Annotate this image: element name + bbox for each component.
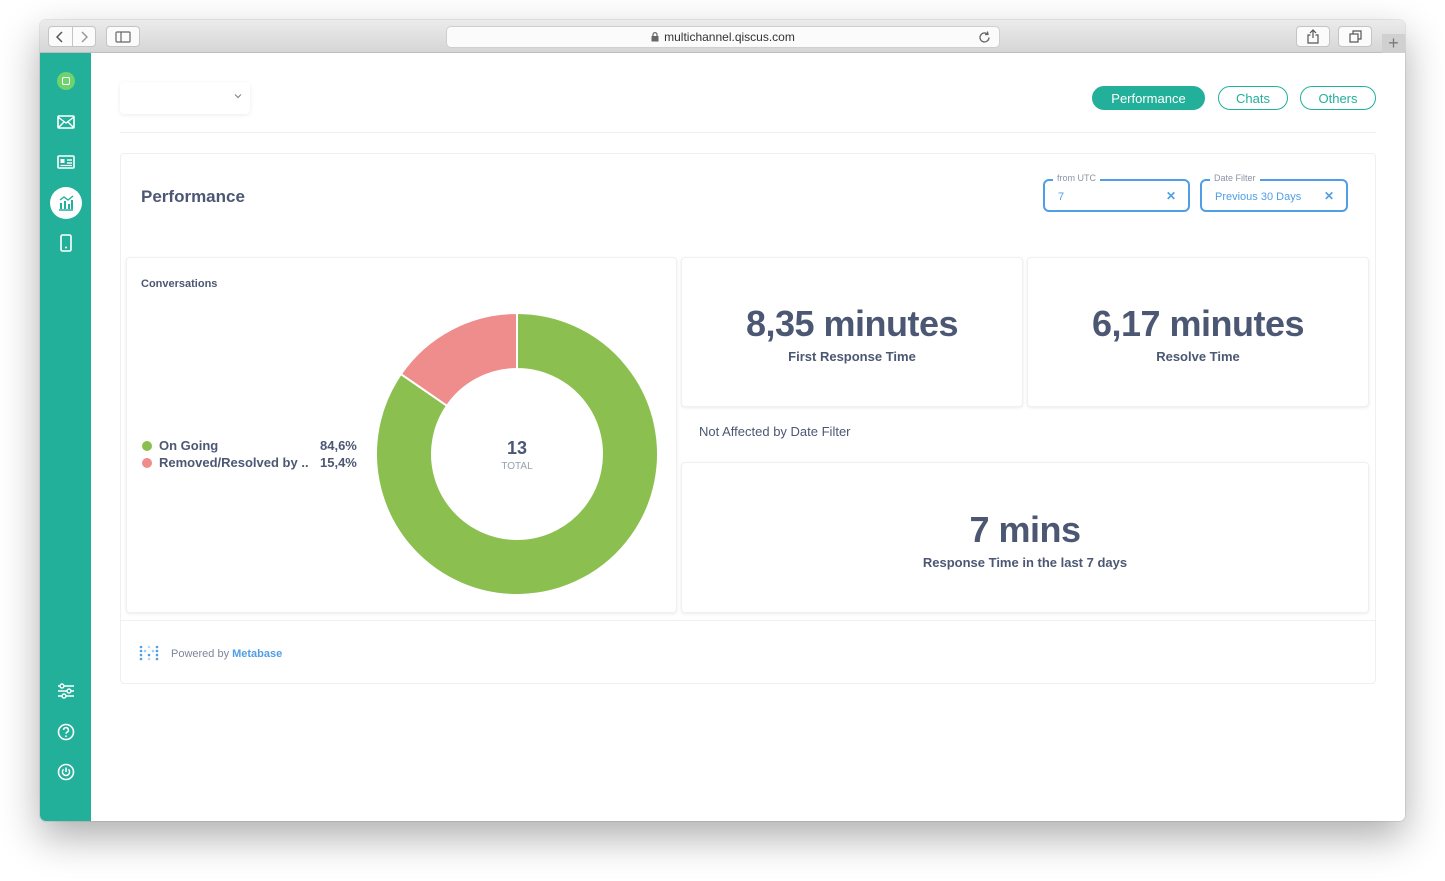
metabase-logo-icon [139, 645, 159, 661]
tab-others[interactable]: Others [1300, 86, 1376, 110]
legend-percent: 84,6% [320, 438, 357, 453]
contacts-icon [57, 155, 75, 169]
donut-center: 13 TOTAL [460, 438, 574, 472]
lock-icon [651, 32, 659, 42]
legend-label: On Going [159, 438, 219, 453]
header-divider [120, 132, 1376, 133]
chart-legend: On Going 84,6% Removed/Resolved by ... 1… [142, 438, 362, 472]
filter-label: Date Filter [1210, 173, 1260, 183]
tabs-icon [1348, 30, 1362, 43]
url-text: multichannel.qiscus.com [664, 30, 795, 44]
sidebar-item-help[interactable] [50, 716, 82, 748]
conversations-card: Conversations On Going 84,6% Removed/Res… [126, 257, 677, 613]
browser-titlebar: multichannel.qiscus.com + [40, 20, 1405, 53]
metric-label: Response Time in the last 7 days [922, 555, 1128, 570]
clear-filter-icon[interactable]: ✕ [1165, 189, 1176, 203]
metric-value: 8,35 minutes [745, 303, 959, 344]
sidebar-item-contacts[interactable] [50, 146, 82, 178]
powered-by: Powered by Metabase [139, 645, 282, 663]
legend-label: Removed/Resolved by ... [159, 455, 309, 470]
filter-value: Previous 30 Days [1215, 191, 1302, 203]
mobile-icon [60, 234, 72, 252]
sidebar-item-inbox[interactable] [50, 106, 82, 138]
footer-divider [121, 620, 1375, 621]
tab-performance[interactable]: Performance [1092, 86, 1205, 110]
dashboard-title: Performance [141, 187, 245, 206]
metric-label: First Response Time [788, 349, 916, 364]
sidebar-item-mobile[interactable] [50, 227, 82, 259]
app-sidebar [40, 53, 91, 821]
filter-value: 7 [1058, 191, 1065, 203]
donut-total: 13 [506, 438, 528, 458]
clear-filter-icon[interactable]: ✕ [1323, 189, 1334, 203]
sidebar-icon [115, 30, 131, 43]
donut-slice-0[interactable] [375, 312, 659, 596]
new-tab-button[interactable]: + [1382, 34, 1405, 53]
metric-label: Resolve Time [1156, 349, 1240, 364]
settings-sliders-icon [58, 683, 74, 699]
donut-slice-1[interactable] [399, 312, 518, 408]
back-button[interactable] [49, 27, 72, 46]
chevron-right-icon [81, 30, 88, 43]
powered-by-text: Powered by [171, 648, 230, 660]
legend-item[interactable]: On Going 84,6% [142, 438, 362, 455]
last-7-days-card: 7 mins Response Time in the last 7 days [681, 462, 1369, 613]
show-tabs-button[interactable] [1338, 26, 1372, 47]
channel-select[interactable] [120, 82, 250, 114]
metric: 7 mins Response Time in the last 7 days [682, 509, 1368, 570]
browser-window: multichannel.qiscus.com + [40, 20, 1405, 821]
help-icon [57, 723, 75, 741]
donut-total-label: TOTAL [501, 461, 533, 472]
share-icon [1307, 29, 1319, 44]
card-title: Conversations [141, 278, 218, 290]
metric: 8,35 minutes First Response Time [682, 303, 1022, 364]
reload-icon[interactable] [978, 30, 991, 44]
filter-date[interactable]: Date Filter Previous 30 Days ✕ [1200, 173, 1348, 212]
date-filter-note: Not Affected by Date Filter [699, 424, 851, 439]
plus-icon: + [1388, 33, 1399, 53]
sidebar-logo[interactable] [50, 65, 82, 97]
metric-value: 7 mins [969, 509, 1081, 550]
chevron-down-icon [234, 94, 242, 99]
filter-label: from UTC [1053, 173, 1100, 183]
forward-button[interactable] [71, 27, 95, 46]
tab-chats[interactable]: Chats [1218, 86, 1288, 110]
metric-value: 6,17 minutes [1091, 303, 1305, 344]
inbox-icon [57, 115, 75, 129]
address-bar[interactable]: multichannel.qiscus.com [446, 26, 1000, 48]
metabase-link[interactable]: Metabase [232, 648, 283, 660]
metabase-dashboard: Performance from UTC 7 ✕ Date Filter Pre… [120, 153, 1376, 684]
resolve-time-card: 6,17 minutes Resolve Time [1027, 257, 1369, 407]
first-response-card: 8,35 minutes First Response Time [681, 257, 1023, 407]
analytics-icon [59, 195, 74, 211]
metric: 6,17 minutes Resolve Time [1028, 303, 1368, 364]
filter-from-utc[interactable]: from UTC 7 ✕ [1043, 173, 1190, 212]
logo-icon [57, 72, 75, 90]
donut-chart [375, 312, 659, 596]
legend-dot [142, 441, 152, 451]
sidebar-item-logout[interactable] [50, 756, 82, 788]
power-icon [57, 763, 75, 781]
sidebar-item-settings[interactable] [50, 675, 82, 707]
nav-buttons [48, 26, 96, 47]
sidebar-item-analytics[interactable] [50, 187, 82, 219]
chevron-left-icon [56, 30, 64, 43]
sidebar-toggle-button[interactable] [106, 26, 140, 47]
legend-item[interactable]: Removed/Resolved by ... 15,4% [142, 455, 362, 472]
legend-dot [142, 458, 152, 468]
share-button[interactable] [1296, 26, 1330, 47]
main-content: Performance Chats Others Performance fro… [91, 53, 1405, 821]
legend-percent: 15,4% [320, 455, 357, 470]
